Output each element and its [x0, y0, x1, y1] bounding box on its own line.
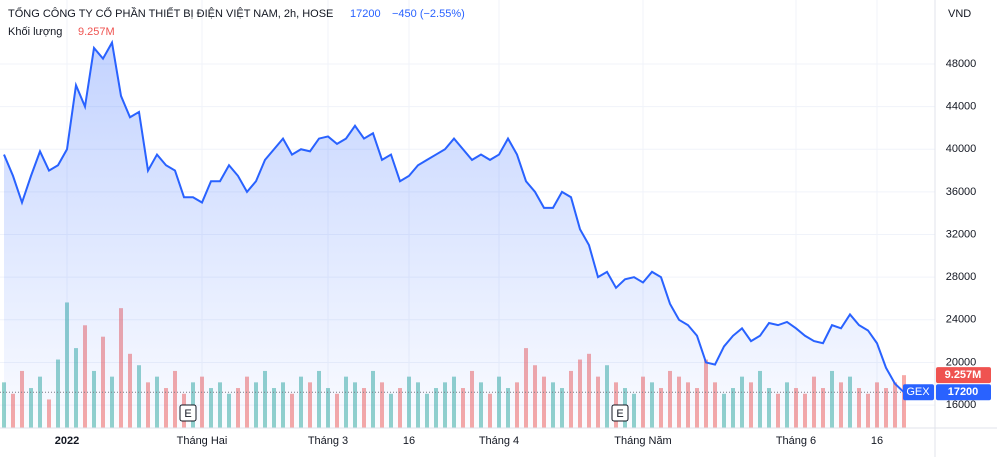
- price-line: [3, 39, 905, 394]
- volume-badge-label: 9.257M: [945, 369, 982, 381]
- x-tick-label: 16: [403, 435, 415, 447]
- volume-badge: [936, 367, 991, 384]
- volume-value: 9.257M: [78, 26, 115, 38]
- price: [0, 39, 935, 428]
- x-tick-label: 16: [871, 435, 883, 447]
- y-tick-label: 36000: [946, 186, 977, 198]
- y-tick-label: 44000: [946, 101, 977, 113]
- event-icon[interactable]: [179, 404, 197, 422]
- last-price: 17200: [350, 8, 381, 20]
- x-tick-label: Tháng Hai: [177, 435, 228, 447]
- y-tick-label: 40000: [946, 143, 977, 155]
- event-label[interactable]: E: [184, 408, 191, 420]
- area: [4, 42, 904, 428]
- volume-title: Khối lượng: [8, 26, 62, 38]
- symbol-badge-label: GEX: [906, 386, 930, 398]
- event-icon[interactable]: [611, 404, 629, 422]
- price-badge-label: 17200: [948, 386, 979, 398]
- y-tick-label: 16000: [946, 399, 977, 411]
- x-tick-label: Tháng 4: [479, 435, 519, 447]
- y-tick-label: 28000: [946, 271, 977, 283]
- event-label[interactable]: E: [616, 408, 623, 420]
- y-tick-label: 48000: [946, 58, 977, 70]
- chart-title: TỔNG CÔNG TY CỔ PHẦN THIẾT BỊ ĐIỆN VIỆT …: [8, 7, 333, 20]
- price-badge: [936, 384, 991, 401]
- x-tick-label: Tháng 3: [308, 435, 348, 447]
- x-tick-label: Tháng 6: [776, 435, 816, 447]
- y-tick-label: 24000: [946, 314, 977, 326]
- y-tick-label: 20000: [946, 356, 977, 368]
- symbol-badge: [903, 384, 934, 401]
- x-tick-label: Tháng Năm: [614, 435, 671, 447]
- currency: VND: [948, 8, 971, 20]
- x-tick-label: 2022: [55, 435, 79, 447]
- y-tick-label: 32000: [946, 228, 977, 240]
- price-change: −450 (−2.55%): [392, 8, 465, 20]
